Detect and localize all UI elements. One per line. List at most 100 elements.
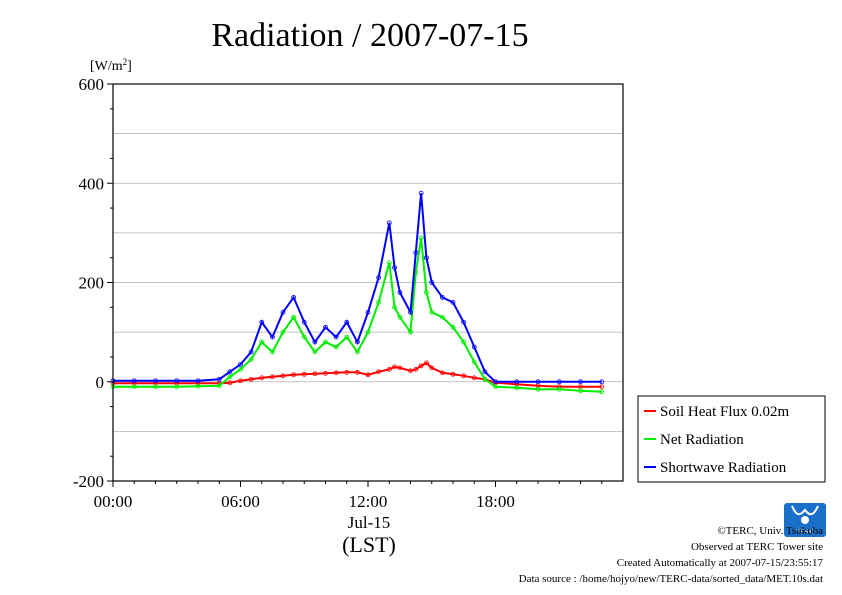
data-point: [195, 383, 201, 389]
data-point: [408, 368, 413, 374]
data-point: [535, 379, 541, 385]
data-point: [365, 329, 371, 335]
data-point: [333, 344, 339, 350]
data-point: [174, 384, 180, 390]
data-point: [429, 280, 435, 285]
data-point: [578, 379, 583, 385]
data-point: [450, 371, 456, 377]
data-point: [424, 255, 429, 261]
data-point: [439, 370, 445, 376]
data-point: [418, 235, 424, 241]
terc-logo-drop: [801, 516, 809, 524]
footer-observed: Observed at TERC Tower site: [691, 541, 823, 553]
data-point: [424, 290, 429, 295]
data-point: [493, 384, 498, 390]
series-line: [113, 361, 602, 388]
data-point: [216, 376, 222, 382]
data-point: [153, 384, 158, 390]
data-point: [450, 299, 456, 305]
x-tick-label: 12:00: [349, 492, 388, 511]
data-point: [227, 369, 233, 375]
data-point: [578, 388, 583, 394]
data-point: [599, 384, 605, 390]
data-point: [418, 363, 424, 369]
data-point: [280, 329, 286, 335]
data-point: [312, 349, 318, 355]
data-point: [354, 349, 360, 355]
data-point: [259, 375, 265, 381]
footer-copyright: ©TERC, Univ. Tsukuba: [717, 525, 823, 537]
data-point: [269, 374, 275, 380]
data-point: [291, 294, 297, 300]
data-point: [514, 385, 520, 391]
data-point: [269, 349, 275, 355]
terc-logo-text: TERC: [795, 529, 814, 536]
data-point: [482, 376, 488, 382]
data-point: [131, 384, 137, 390]
data-point: [301, 371, 307, 377]
legend-box: [637, 395, 826, 483]
data-point: [248, 376, 254, 382]
data-point: [238, 361, 243, 367]
data-point: [461, 319, 467, 325]
data-point: [376, 275, 382, 280]
data-point: [493, 379, 498, 385]
data-point: [269, 334, 275, 340]
data-point: [195, 378, 201, 384]
data-point: [301, 334, 307, 340]
legend-label-net-radiation: Net Radiation: [660, 432, 744, 448]
data-point: [238, 378, 243, 384]
x-axis-title: (LST): [342, 532, 396, 557]
series-lines: [110, 190, 605, 395]
data-point: [365, 309, 371, 315]
data-point: [397, 365, 403, 371]
terc-logo: TERC: [784, 503, 826, 537]
data-point: [482, 369, 488, 375]
data-point: [153, 378, 158, 384]
x-tick-label: 18:00: [476, 492, 515, 511]
data-point: [344, 319, 350, 325]
data-point: [259, 339, 265, 345]
footer-source: Data source : /home/hojyo/new/TERC-data/…: [519, 573, 823, 585]
data-point: [439, 294, 445, 300]
data-point: [248, 349, 254, 355]
data-point: [386, 260, 392, 266]
data-point: [386, 220, 392, 226]
data-point: [461, 373, 467, 379]
y-axis-unit-sup: 2: [123, 57, 128, 67]
series-line: [113, 237, 602, 393]
data-point: [429, 365, 435, 371]
data-point: [323, 324, 328, 330]
data-point: [392, 304, 397, 310]
data-point: [333, 334, 339, 340]
data-point: [408, 309, 413, 315]
x-axis-date-label: Jul-15: [348, 513, 391, 532]
data-point: [131, 378, 137, 384]
data-point: [556, 386, 562, 392]
footer-created: Created Automatically at 2007-07-15/23:5…: [617, 557, 824, 569]
data-point: [280, 373, 286, 379]
data-point: [238, 366, 243, 372]
data-point: [301, 319, 307, 325]
data-point: [392, 364, 397, 370]
legend-label-soil-heat-flux: Soil Heat Flux 0.02m: [660, 404, 790, 420]
data-point: [259, 319, 265, 325]
data-point: [514, 379, 520, 385]
data-point: [354, 339, 360, 345]
data-point: [376, 299, 382, 305]
y-axis-unit: [W/m2]: [90, 57, 132, 74]
data-point: [424, 360, 429, 366]
data-point: [280, 309, 286, 315]
data-point: [312, 371, 318, 377]
data-point: [365, 372, 371, 378]
data-point: [344, 334, 350, 340]
data-point: [323, 370, 328, 376]
plot-frame: [112, 83, 624, 482]
data-point: [471, 344, 477, 350]
data-point: [556, 379, 562, 385]
data-point: [291, 372, 297, 378]
data-point: [439, 314, 445, 320]
data-point: [450, 324, 456, 330]
data-point: [429, 309, 435, 315]
